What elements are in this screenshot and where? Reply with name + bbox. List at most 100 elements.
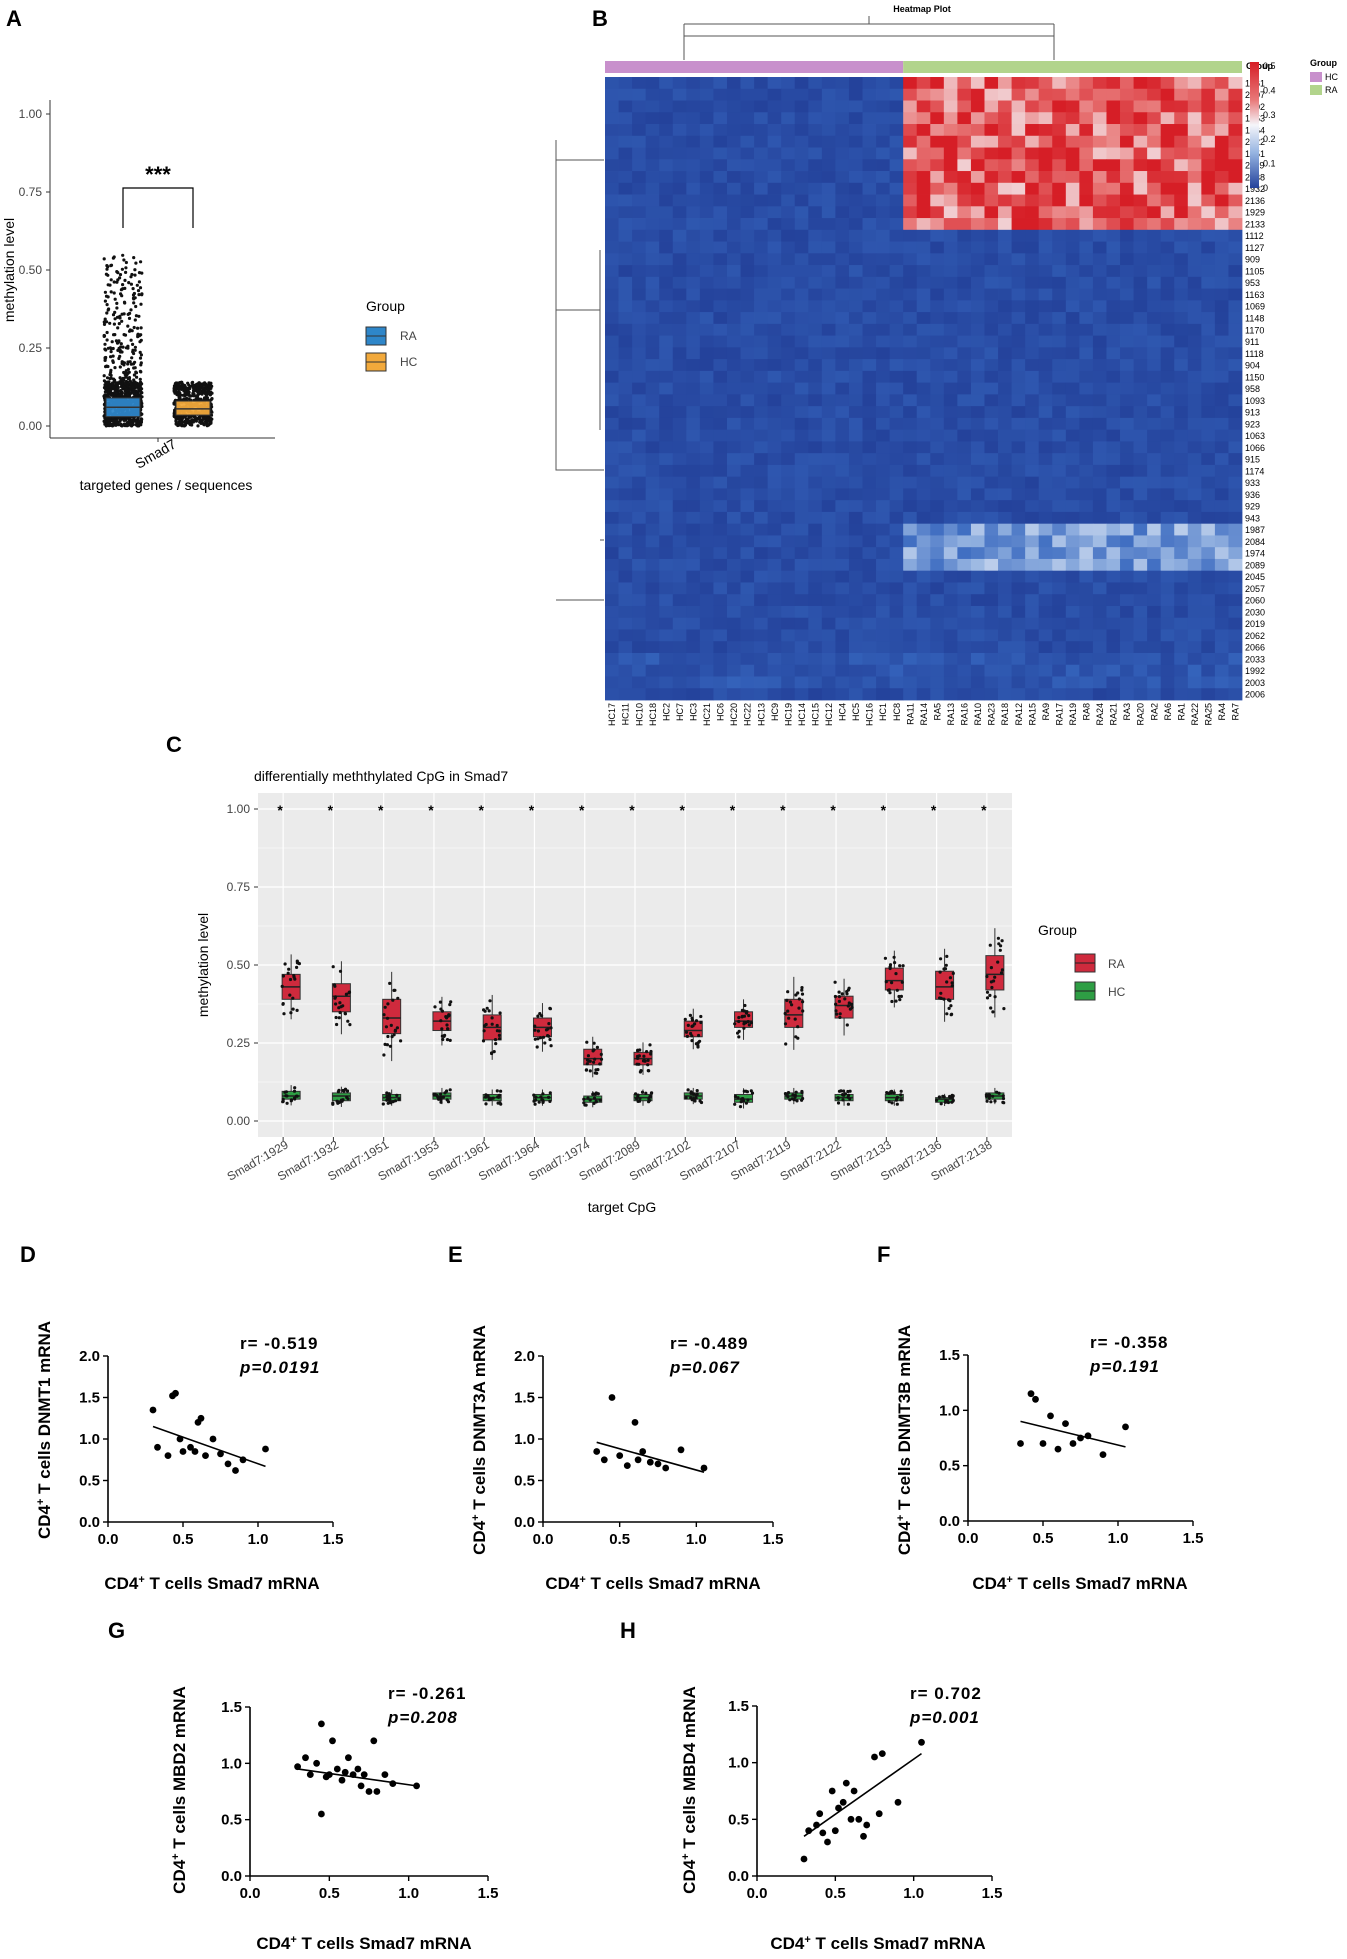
- b-cell: [781, 229, 796, 242]
- b-cell: [1174, 500, 1189, 513]
- b-cell: [1187, 323, 1202, 336]
- b-cell: [794, 641, 809, 654]
- b-column-label: RA8: [1082, 703, 1092, 721]
- b-cell: [1201, 88, 1216, 101]
- b-cell: [1079, 323, 1094, 336]
- b-cell: [632, 664, 647, 677]
- b-cell: [998, 300, 1012, 313]
- b-cell: [984, 288, 999, 301]
- e-y-tick-label: 2.0: [514, 1348, 535, 1365]
- c-point-ra: [482, 1008, 486, 1012]
- b-cell: [632, 547, 647, 560]
- b-cell: [1038, 288, 1053, 301]
- b-cell: [1133, 523, 1148, 536]
- b-cell: [713, 476, 728, 489]
- b-cell: [943, 629, 958, 642]
- b-cell: [821, 594, 836, 607]
- b-cell: [848, 476, 863, 489]
- b-cell: [1052, 229, 1067, 242]
- b-cell: [618, 500, 633, 513]
- b-cell: [781, 594, 796, 607]
- b-cell: [1228, 394, 1243, 407]
- b-cell: [754, 312, 769, 325]
- b-cell: [1228, 406, 1243, 419]
- c-point-ra: [481, 1039, 486, 1043]
- c-point-ra: [696, 1041, 700, 1045]
- b-cell: [1187, 547, 1202, 560]
- b-cell: [848, 652, 863, 666]
- b-cell: [943, 370, 958, 384]
- f-x-tick-label: 1.0: [1108, 1530, 1129, 1547]
- a-point: [104, 348, 108, 352]
- a-point: [133, 360, 137, 364]
- b-cell: [672, 535, 687, 548]
- b-cell: [1052, 77, 1067, 90]
- c-point-hc: [841, 1098, 845, 1102]
- b-cell: [672, 629, 687, 642]
- b-cell: [713, 441, 728, 454]
- b-cell: [1011, 417, 1026, 431]
- b-cell: [794, 394, 809, 407]
- c-point-ra: [793, 1017, 797, 1021]
- b-cell: [998, 77, 1012, 90]
- b-cell: [699, 241, 714, 254]
- b-cell: [835, 323, 850, 336]
- b-cell: [1092, 206, 1107, 219]
- b-cell: [659, 382, 674, 395]
- b-cell: [632, 641, 647, 654]
- c-point-hc: [894, 1098, 899, 1102]
- b-cell: [876, 652, 891, 666]
- b-cell: [1011, 441, 1026, 454]
- b-cell: [903, 464, 918, 478]
- b-cell: [1160, 159, 1175, 172]
- f-data-point: [1027, 1390, 1035, 1398]
- b-cell: [1011, 688, 1026, 701]
- b-cell: [1065, 394, 1080, 407]
- b-column-label: RA14: [919, 703, 929, 726]
- b-cell: [605, 276, 619, 289]
- b-cell: [767, 558, 782, 572]
- a-point: [124, 369, 128, 373]
- b-cell: [1092, 652, 1107, 666]
- c-point-ra: [783, 1022, 788, 1026]
- b-cell: [1201, 500, 1216, 513]
- b-cell: [645, 124, 660, 137]
- b-cell: [1120, 171, 1134, 184]
- d-y-tick-label: 2.0: [79, 1348, 100, 1365]
- a-point: [115, 301, 119, 305]
- b-cell: [713, 218, 728, 231]
- b-cell: [984, 652, 999, 666]
- c-point-ra: [536, 1029, 541, 1033]
- b-cell: [781, 629, 796, 642]
- b-cell: [605, 676, 619, 689]
- b-cell: [713, 652, 728, 666]
- b-cell: [1228, 605, 1243, 619]
- a-point: [127, 329, 132, 333]
- b-cell: [1147, 135, 1162, 148]
- b-cell: [645, 476, 660, 489]
- b-cell: [1201, 582, 1216, 595]
- b-cell: [876, 194, 891, 207]
- b-cell: [618, 605, 633, 619]
- b-cell: [1133, 323, 1148, 336]
- b-cell: [618, 664, 633, 677]
- b-cell: [1052, 135, 1067, 148]
- b-cell: [889, 323, 904, 336]
- b-cell: [943, 288, 958, 301]
- b-cell: [632, 688, 647, 701]
- b-cell: [821, 547, 836, 560]
- b-cell: [618, 629, 633, 642]
- d-data-point: [232, 1467, 239, 1474]
- b-cell: [998, 241, 1012, 254]
- b-cell: [835, 594, 850, 607]
- b-cell: [1160, 124, 1175, 137]
- panel-label-h: H: [620, 1618, 636, 1643]
- c-point-hc: [1001, 1094, 1005, 1098]
- b-cell: [605, 394, 619, 407]
- b-cell: [672, 182, 687, 195]
- b-cell: [1228, 335, 1243, 348]
- a-point: [140, 395, 144, 399]
- b-cell: [1214, 171, 1229, 184]
- b-cell: [862, 265, 877, 278]
- b-cell: [726, 664, 741, 677]
